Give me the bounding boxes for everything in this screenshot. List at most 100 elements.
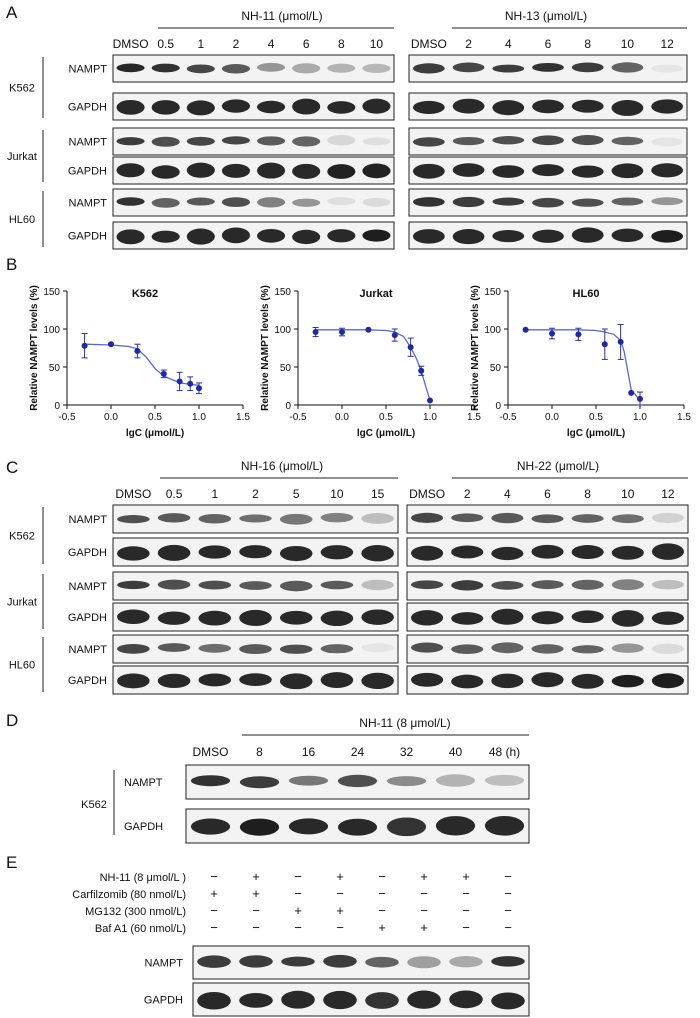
band-gapdh-lane-6 xyxy=(292,163,321,179)
condition-sign: − xyxy=(210,920,218,935)
x-axis-label: lgC (μmol/L) xyxy=(357,428,415,439)
x-tick-label: 1.0 xyxy=(633,412,647,423)
data-point xyxy=(160,370,167,377)
band-nampt-lane-7 xyxy=(327,63,356,73)
condition-sign: − xyxy=(378,869,386,884)
band-nampt-lane-5 xyxy=(279,644,313,654)
band-gapdh-lane-7 xyxy=(361,672,394,689)
lane-label: 1 xyxy=(197,37,204,51)
lane-label: DMSO xyxy=(409,487,445,501)
band-gapdh-lane-5 xyxy=(386,817,427,837)
protein-label: NAMPT xyxy=(69,514,108,526)
band-nampt-lane-3 xyxy=(198,643,232,653)
band-nampt-lane-1 xyxy=(116,137,145,146)
cell-line-label: K562 xyxy=(81,799,107,811)
band-gapdh-lane-4 xyxy=(532,99,564,114)
band-gapdh-lane-3 xyxy=(491,546,524,561)
data-point xyxy=(522,326,529,333)
band-gapdh-lane-3 xyxy=(198,545,232,559)
band-gapdh-lane-7 xyxy=(651,230,684,243)
band-gapdh-lane-7 xyxy=(651,543,684,560)
band-nampt-lane-8 xyxy=(362,63,391,74)
lane-label: DMSO xyxy=(193,745,229,759)
treatment-label: NH-11 (μmol/L) xyxy=(241,9,322,23)
band-nampt-lane-3 xyxy=(281,956,315,967)
band-nampt-lane-6 xyxy=(292,198,321,207)
protein-label: GAPDH xyxy=(68,102,107,114)
band-gapdh-lane-8 xyxy=(491,992,525,1010)
treatment-label: NH-16 (μmol/L) xyxy=(241,459,323,473)
dose-response-chart-3: -0.5 0.0 0.5 1.0 1.5 0 50 100 150 HL60 lgC (μmol/L… xyxy=(470,285,691,439)
band-gapdh-lane-5 xyxy=(279,610,313,625)
band-nampt-lane-1 xyxy=(411,580,444,590)
band-nampt-lane-2 xyxy=(157,513,191,523)
band-gapdh-lane-1 xyxy=(116,99,145,115)
condition-sign: + xyxy=(378,920,386,935)
band-gapdh-lane-4 xyxy=(221,163,250,178)
band-nampt-lane-6 xyxy=(611,643,644,653)
band-gapdh-lane-6 xyxy=(292,98,321,115)
band-gapdh-lane-6 xyxy=(611,228,644,243)
band-gapdh-lane-8 xyxy=(362,98,391,114)
lane-label: 0.5 xyxy=(166,487,183,501)
band-gapdh-lane-5 xyxy=(279,673,313,690)
band-nampt-lane-2 xyxy=(451,644,484,654)
condition-sign: − xyxy=(210,903,218,918)
cell-line-label: K562 xyxy=(9,531,35,543)
condition-label: MG132 (300 nmol/L) xyxy=(85,906,186,918)
band-gapdh-lane-4 xyxy=(221,99,250,113)
treatment-label: NH-22 (μmol/L) xyxy=(517,459,599,473)
cell-line-label: Jurkat xyxy=(7,151,37,163)
condition-sign: + xyxy=(420,920,428,935)
band-gapdh-lane-2 xyxy=(451,612,484,625)
band-nampt-lane-1 xyxy=(197,955,231,968)
chart-title: Jurkat xyxy=(359,288,392,300)
data-point xyxy=(108,341,114,348)
data-point xyxy=(391,332,398,339)
data-point xyxy=(637,395,643,402)
band-nampt-lane-4 xyxy=(531,644,564,654)
band-nampt-lane-2 xyxy=(151,63,180,73)
band-nampt-lane-4 xyxy=(531,580,564,590)
data-point xyxy=(196,385,202,392)
lane-label: 10 xyxy=(621,487,635,501)
band-nampt-lane-4 xyxy=(239,644,272,655)
band-nampt-lane-5 xyxy=(571,198,604,207)
band-nampt-lane-6 xyxy=(611,197,644,206)
lane-label: 1 xyxy=(211,487,218,501)
band-nampt-lane-4 xyxy=(532,197,564,208)
data-point xyxy=(575,331,582,338)
band-nampt-lane-2 xyxy=(151,198,180,208)
data-point xyxy=(365,326,372,333)
protein-label: NAMPT xyxy=(145,958,184,970)
cell-line-label: HL60 xyxy=(9,660,35,672)
band-nampt-lane-4 xyxy=(239,514,272,523)
band-gapdh-lane-3 xyxy=(198,673,232,687)
band-nampt-lane-3 xyxy=(491,642,524,654)
band-gapdh-lane-3 xyxy=(492,165,525,178)
lane-label: 8 xyxy=(338,37,345,51)
condition-sign: − xyxy=(336,920,344,935)
band-nampt-lane-5 xyxy=(279,580,313,592)
protein-label: GAPDH xyxy=(144,995,183,1007)
lane-label: 2 xyxy=(233,37,240,51)
condition-label: Baf A1 (60 nmol/L) xyxy=(95,923,186,935)
data-point xyxy=(418,367,425,374)
band-gapdh-lane-7 xyxy=(484,815,525,836)
lane-label: 15 xyxy=(371,487,385,501)
treatment-label: NH-13 (μmol/L) xyxy=(505,9,587,23)
band-nampt-lane-6 xyxy=(320,580,354,590)
cell-line-label: HL60 xyxy=(9,214,35,226)
band-nampt-lane-3 xyxy=(491,512,524,524)
band-nampt-lane-6 xyxy=(407,956,441,969)
band-gapdh-lane-3 xyxy=(491,608,524,625)
condition-sign: − xyxy=(210,869,218,884)
band-gapdh-lane-2 xyxy=(452,98,485,114)
fit-curve xyxy=(315,329,431,401)
band-nampt-lane-5 xyxy=(257,62,286,72)
lane-label: 0.5 xyxy=(157,37,174,51)
band-gapdh-lane-1 xyxy=(412,229,445,244)
band-gapdh-lane-2 xyxy=(157,611,191,625)
lane-label: 6 xyxy=(544,487,551,501)
panel-d: NH-11 (8 μmol/L) DMSO 8 16 24 32 40 48 (h) NAMPT… xyxy=(81,716,530,844)
